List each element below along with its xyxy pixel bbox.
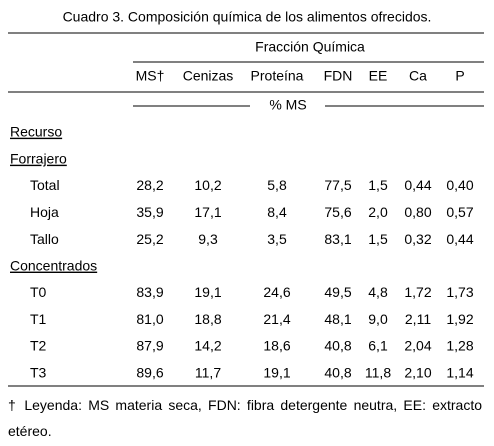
cell: 1,28 bbox=[446, 338, 473, 354]
row-label: T2 bbox=[30, 338, 47, 354]
cell: 8,4 bbox=[267, 204, 287, 220]
row-label: Tallo bbox=[30, 231, 59, 247]
section-label: Concentrados bbox=[10, 258, 97, 274]
cell: 2,11 bbox=[405, 311, 431, 327]
column-header: FDN bbox=[324, 68, 353, 84]
cell: 1,14 bbox=[446, 365, 473, 381]
cell: 87,9 bbox=[136, 338, 163, 354]
cell: 0,32 bbox=[404, 231, 431, 247]
cell: 2,04 bbox=[404, 338, 431, 354]
cell: 2,10 bbox=[404, 365, 431, 381]
cell: 18,6 bbox=[263, 338, 290, 354]
cell: 18,8 bbox=[194, 311, 221, 327]
table-title: Cuadro 3. Composición química de los ali… bbox=[63, 9, 432, 25]
cell: 0,44 bbox=[446, 231, 473, 247]
cell: 83,1 bbox=[324, 231, 351, 247]
cell: 0,80 bbox=[404, 204, 431, 220]
cell: 10,2 bbox=[194, 177, 221, 193]
row-label: Hoja bbox=[30, 204, 59, 220]
cell: 49,5 bbox=[324, 284, 351, 300]
cell: 4,8 bbox=[368, 284, 388, 300]
cell: 89,6 bbox=[136, 365, 163, 381]
row-label: T0 bbox=[30, 284, 47, 300]
cell: 17,1 bbox=[194, 204, 221, 220]
row-label: T1 bbox=[30, 311, 47, 327]
row-label: Total bbox=[30, 177, 60, 193]
column-header: Proteína bbox=[251, 68, 304, 84]
unit-label: % MS bbox=[269, 97, 306, 113]
cell: 19,1 bbox=[263, 365, 290, 381]
group-header: Fracción Química bbox=[255, 39, 365, 55]
cell: 5,8 bbox=[267, 177, 287, 193]
cell: 83,9 bbox=[136, 284, 163, 300]
cell: 48,1 bbox=[324, 311, 351, 327]
cell: 35,9 bbox=[136, 204, 163, 220]
cell: 81,0 bbox=[136, 311, 163, 327]
cell: 0,40 bbox=[446, 177, 473, 193]
cell: 0,44 bbox=[404, 177, 431, 193]
cell: 19,1 bbox=[194, 284, 221, 300]
cell: 40,8 bbox=[324, 365, 351, 381]
footnote: † Leyenda: MS materia seca, FDN: fibra d… bbox=[8, 397, 482, 439]
cell: 24,6 bbox=[263, 284, 290, 300]
column-header: EE bbox=[369, 68, 388, 84]
cell: 9,0 bbox=[368, 311, 388, 327]
cell: 1,72 bbox=[404, 284, 431, 300]
cell: 75,6 bbox=[324, 204, 351, 220]
cell: 21,4 bbox=[263, 311, 290, 327]
cell: 3,5 bbox=[267, 231, 287, 247]
cell: 77,5 bbox=[324, 177, 351, 193]
cell: 25,2 bbox=[136, 231, 163, 247]
cell: 9,3 bbox=[198, 231, 218, 247]
column-header: Ca bbox=[409, 68, 427, 84]
column-header: Cenizas bbox=[183, 68, 234, 84]
cell: 1,73 bbox=[446, 284, 473, 300]
cell: 11,8 bbox=[365, 365, 391, 381]
cell: 2,0 bbox=[368, 204, 388, 220]
row-label: T3 bbox=[30, 365, 47, 381]
cell: 40,8 bbox=[324, 338, 351, 354]
cell: 6,1 bbox=[368, 338, 388, 354]
cell: 11,7 bbox=[195, 365, 221, 381]
cell: 14,2 bbox=[194, 338, 221, 354]
cell: 1,92 bbox=[446, 311, 473, 327]
column-header: MS† bbox=[136, 68, 165, 84]
cell: 1,5 bbox=[368, 231, 388, 247]
row-header: Recurso bbox=[10, 124, 62, 140]
cell: 0,57 bbox=[446, 204, 473, 220]
cell: 28,2 bbox=[136, 177, 163, 193]
cell: 1,5 bbox=[368, 177, 388, 193]
section-label: Forrajero bbox=[10, 151, 67, 167]
column-header: P bbox=[455, 68, 464, 84]
table: Cuadro 3. Composición química de los ali… bbox=[8, 9, 484, 387]
